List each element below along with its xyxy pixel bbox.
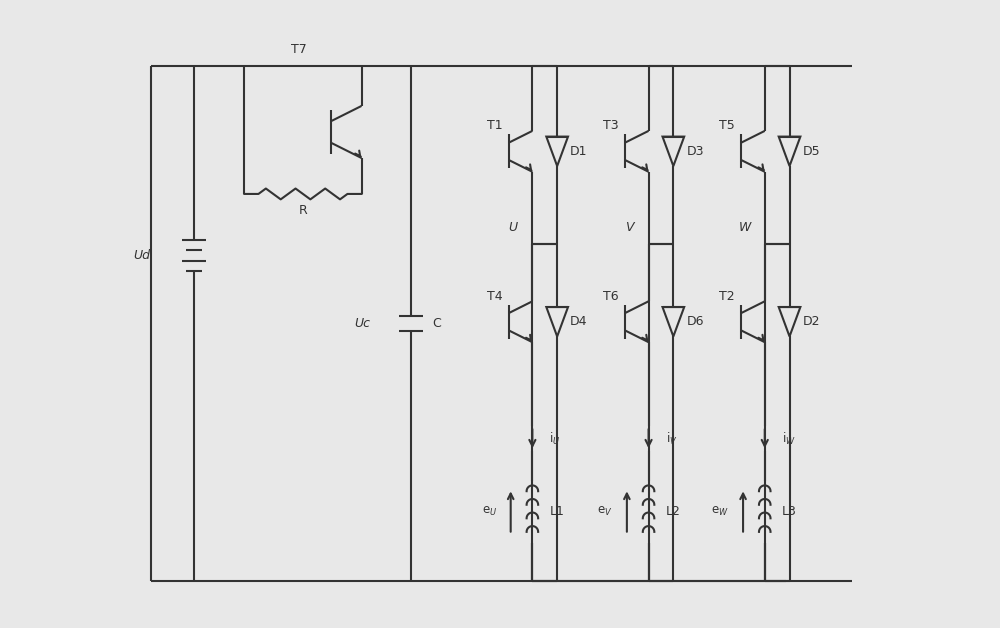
- Text: D2: D2: [802, 315, 820, 328]
- Text: T2: T2: [719, 290, 735, 303]
- Text: T3: T3: [603, 119, 619, 133]
- Text: e$_W$: e$_W$: [711, 505, 729, 518]
- Text: U: U: [508, 221, 518, 234]
- Text: D4: D4: [570, 315, 588, 328]
- Text: e$_V$: e$_V$: [597, 505, 613, 518]
- Text: C: C: [433, 317, 441, 330]
- Text: T1: T1: [487, 119, 502, 133]
- Text: i$_W$: i$_W$: [782, 431, 796, 447]
- Text: Uc: Uc: [355, 317, 371, 330]
- Text: e$_U$: e$_U$: [482, 505, 497, 518]
- Text: V: V: [625, 221, 633, 234]
- Text: L2: L2: [666, 505, 681, 518]
- Text: T7: T7: [291, 43, 306, 56]
- Text: T5: T5: [719, 119, 735, 133]
- Text: L1: L1: [550, 505, 565, 518]
- Text: T6: T6: [603, 290, 619, 303]
- Text: D6: D6: [686, 315, 704, 328]
- Text: L3: L3: [782, 505, 797, 518]
- Text: W: W: [739, 221, 752, 234]
- Text: i$_U$: i$_U$: [549, 431, 561, 447]
- Text: Ud: Ud: [133, 249, 150, 262]
- Text: i$_V$: i$_V$: [666, 431, 677, 447]
- Text: D3: D3: [686, 145, 704, 158]
- Text: T4: T4: [487, 290, 502, 303]
- Text: D5: D5: [802, 145, 820, 158]
- Text: R: R: [299, 205, 307, 217]
- Text: D1: D1: [570, 145, 588, 158]
